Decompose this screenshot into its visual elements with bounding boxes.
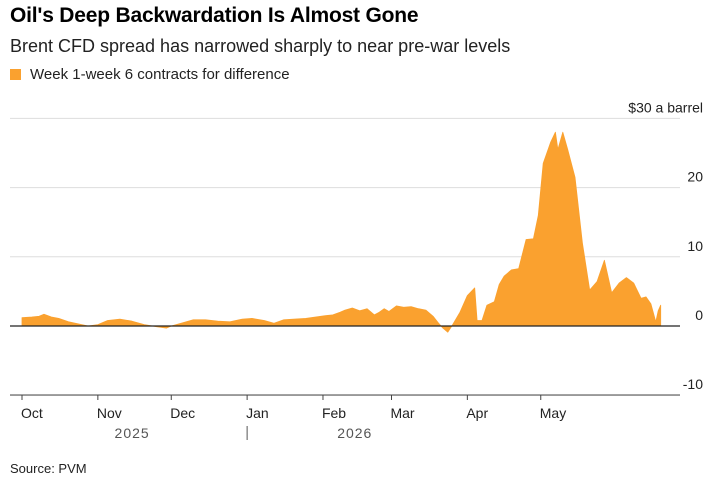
legend: Week 1-week 6 contracts for difference: [10, 66, 290, 83]
legend-label: Week 1-week 6 contracts for difference: [30, 66, 290, 83]
year-label: 2026: [337, 425, 372, 441]
series-area: [21, 131, 662, 333]
chart-subtitle: Brent CFD spread has narrowed sharply to…: [10, 36, 511, 56]
y-tick-label: 0: [695, 307, 703, 323]
x-tick-label: May: [540, 405, 566, 421]
x-tick-label: Feb: [322, 405, 346, 421]
y-tick-label: $30 a barrel: [628, 99, 703, 115]
label-layer: -10 0 10 20 $30 a barrel Oct Nov Dec Jan Feb Mar Ap…: [21, 99, 703, 441]
source-note: Source: PVM: [10, 461, 87, 476]
y-tick-label: 10: [687, 238, 703, 254]
area-layer: [21, 131, 662, 333]
legend-swatch: [10, 69, 21, 80]
y-tick-label: 20: [687, 169, 703, 185]
x-tick-label: Oct: [21, 405, 43, 421]
x-tick-label: Nov: [97, 405, 122, 421]
year-label: 2025: [115, 425, 150, 441]
x-tick-label: Mar: [390, 405, 414, 421]
chart-title: Oil's Deep Backwardation Is Almost Gone: [10, 4, 419, 27]
axis-layer: [10, 325, 680, 440]
x-tick-label: Jan: [246, 405, 269, 421]
y-tick-label: -10: [683, 376, 703, 392]
x-tick-label: Apr: [466, 405, 488, 421]
x-tick-label: Dec: [170, 405, 195, 421]
